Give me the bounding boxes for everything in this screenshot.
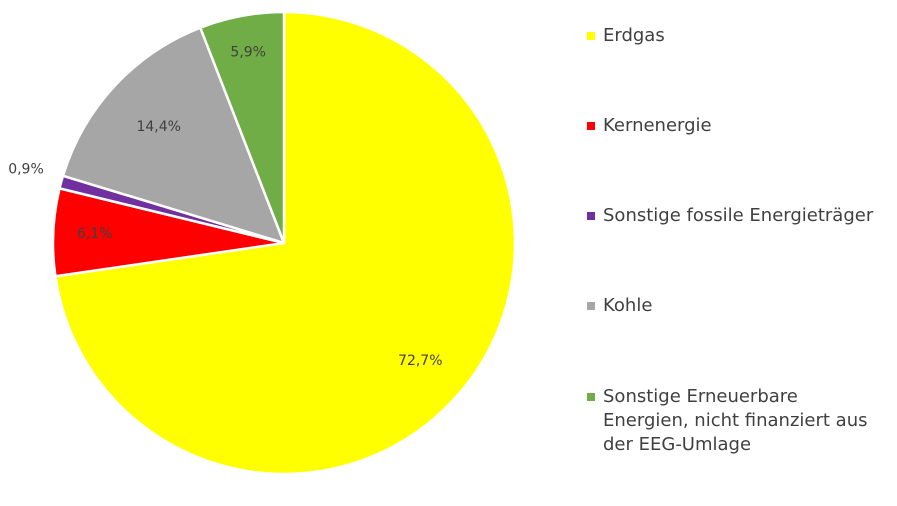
legend-item-kohle: Kohle [587,294,883,318]
legend-swatch-kernenergie [587,122,595,130]
legend-swatch-erdgas [587,32,595,40]
legend-item-sonstige-erneuerbare: Sonstige Erneuerbare Energien, nicht fin… [587,385,883,457]
slice-label-sonstige-fossile: 0,9% [8,162,44,178]
slice-label-erdgas: 72,7% [398,353,442,369]
slice-label-kernenergie: 6,1% [77,226,113,242]
legend-label-erdgas: Erdgas [603,25,665,46]
legend-item-sonstige-fossile: Sonstige fossile Energieträger [587,204,883,228]
legend-label-kohle: Kohle [603,295,653,316]
slice-label-sonstige-erneuerbare: 5,9% [230,44,266,60]
legend-label-kernenergie: Kernenergie [603,115,712,136]
legend-item-erdgas: Erdgas [587,24,883,48]
legend-swatch-sonstige-fossile [587,212,595,220]
pie-slice-kohle [61,26,286,245]
legend-item-kernenergie: Kernenergie [587,114,883,138]
legend-label-sonstige-erneuerbare: Sonstige Erneuerbare Energien, nicht fin… [603,386,868,455]
slice-label-kohle: 14,4% [136,119,180,135]
legend-swatch-kohle [587,302,595,310]
legend-label-sonstige-fossile: Sonstige fossile Energieträger [603,205,874,226]
pie-slice-sonstige-erneuerbare [199,10,286,245]
legend-swatch-sonstige-erneuerbare [587,393,595,401]
